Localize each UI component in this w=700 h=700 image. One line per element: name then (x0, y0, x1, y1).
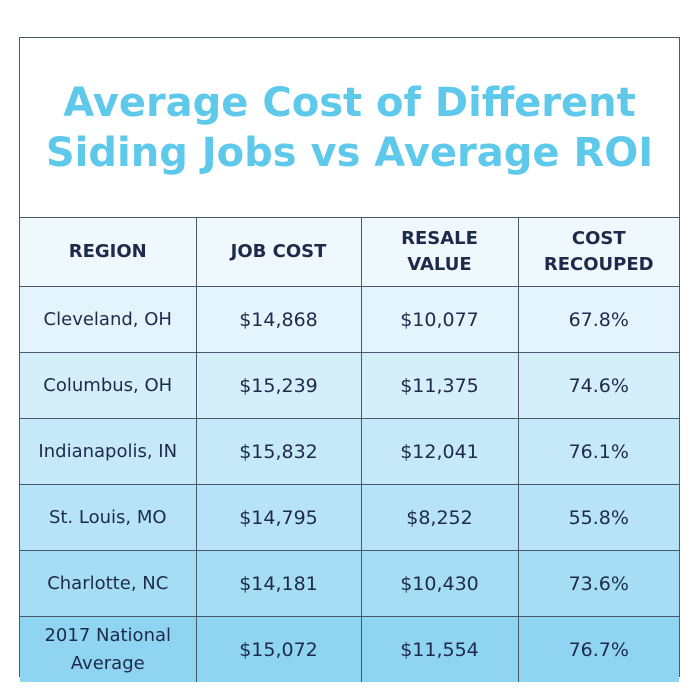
header-resale-value: RESALE VALUE (360, 218, 519, 287)
header-row: REGION JOB COST RESALE VALUE COST RECOUPED (20, 218, 679, 287)
header-cost-recouped: COST RECOUPED (517, 218, 679, 287)
job-cost-cell: $15,832 (195, 418, 362, 485)
header-job-cost: JOB COST (195, 218, 362, 287)
cost-recouped-cell: 67.8% (517, 286, 679, 353)
table-row: Columbus, OH $15,239 $11,375 74.6% (20, 352, 679, 419)
resale-value-cell: $10,077 (360, 286, 519, 353)
resale-value-cell: $12,041 (360, 418, 519, 485)
cost-recouped-cell: 76.1% (517, 418, 679, 485)
table-row: Cleveland, OH $14,868 $10,077 67.8% (20, 286, 679, 353)
resale-value-cell: $8,252 (360, 484, 519, 551)
resale-value-cell: $11,554 (360, 616, 519, 682)
region-cell: Columbus, OH (20, 352, 197, 419)
resale-value-cell: $10,430 (360, 550, 519, 617)
chart-title: Average Cost of Different Siding Jobs vs… (20, 38, 679, 218)
region-cell: Indianapolis, IN (20, 418, 197, 485)
table-row: Charlotte, NC $14,181 $10,430 73.6% (20, 550, 679, 617)
cost-recouped-cell: 73.6% (517, 550, 679, 617)
region-cell: Cleveland, OH (20, 286, 197, 353)
region-cell: St. Louis, MO (20, 484, 197, 551)
table-row: Indianapolis, IN $15,832 $12,041 76.1% (20, 418, 679, 485)
cost-recouped-cell: 76.7% (517, 616, 679, 682)
region-cell: Charlotte, NC (20, 550, 197, 617)
job-cost-cell: $14,181 (195, 550, 362, 617)
table-row: 2017 National Average $15,072 $11,554 76.7% (20, 616, 679, 682)
infographic-frame: Average Cost of Different Siding Jobs vs… (19, 37, 680, 682)
table-row: St. Louis, MO $14,795 $8,252 55.8% (20, 484, 679, 551)
header-region: REGION (20, 218, 197, 287)
job-cost-cell: $15,072 (195, 616, 362, 682)
job-cost-cell: $15,239 (195, 352, 362, 419)
job-cost-cell: $14,868 (195, 286, 362, 353)
job-cost-cell: $14,795 (195, 484, 362, 551)
data-table: REGION JOB COST RESALE VALUE COST RECOUPED… (20, 218, 679, 682)
region-cell: 2017 National Average (20, 616, 197, 682)
resale-value-cell: $11,375 (360, 352, 519, 419)
title-line-1: Average Cost of Different (63, 79, 636, 126)
cost-recouped-cell: 55.8% (517, 484, 679, 551)
cost-recouped-cell: 74.6% (517, 352, 679, 419)
title-line-2: Siding Jobs vs Average ROI (45, 129, 654, 176)
